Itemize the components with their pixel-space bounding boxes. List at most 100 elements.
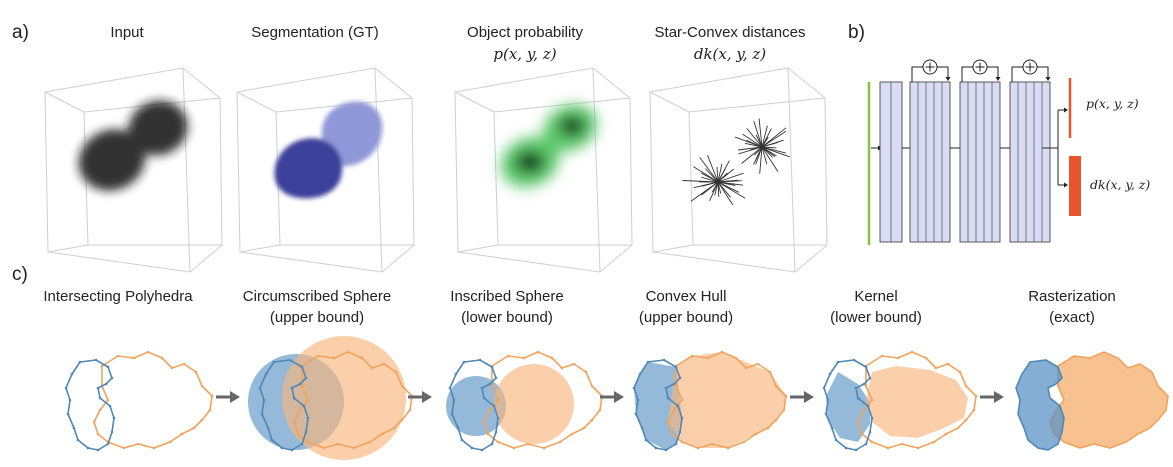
ray [693,181,719,189]
vertex [756,362,760,366]
arrow-head-4 [804,391,814,403]
vertex [122,446,126,450]
vertex [262,398,266,402]
vertex [674,365,678,369]
vertex [288,358,292,362]
vertex [300,384,304,388]
vertex [830,426,834,430]
panel-label-b: b) [848,22,865,43]
vertex [944,432,948,436]
vertex [584,370,588,374]
vertex [636,398,640,402]
vertex [152,446,156,450]
vertex [964,418,968,422]
vertex [192,426,196,430]
ray [761,136,769,148]
vertex [492,404,496,408]
vertex [856,396,860,400]
vertex [460,438,464,442]
vertex [864,365,868,369]
hull-orange [668,352,786,448]
vertex [496,398,500,402]
vertex [292,420,296,424]
vertex [666,396,670,400]
vertex [852,358,856,362]
vertex [482,396,486,400]
circum-sphere-orange [282,336,406,460]
star-convex-rays [682,118,790,206]
vertex [94,358,98,362]
vertex [448,386,452,390]
insc-sphere-orange [494,364,574,444]
vertex [64,386,68,390]
vertex [290,386,294,390]
step-title-3: Inscribed Sphere [450,288,564,305]
ray [717,181,746,199]
ray [717,181,720,198]
arrow-head-3 [614,391,624,403]
vertex [168,440,172,444]
vertex [720,350,724,354]
vertex [774,384,778,388]
vertex [300,365,304,369]
vertex [200,384,204,388]
vertex [710,442,714,446]
vertex [946,362,950,366]
vertex [662,358,666,362]
vertex [488,408,492,412]
vertex [654,446,658,450]
vertex [972,408,976,412]
ray [717,181,734,206]
vertex [292,396,296,400]
poly-blue-4 [633,359,683,451]
vertex [480,448,484,452]
ray [759,146,763,174]
poly-blue-5 [823,359,873,451]
vertex [290,448,294,452]
vertex [690,354,694,358]
vertex [512,446,516,450]
vertex [454,372,458,376]
vertex [744,366,748,370]
output-dist-bar [1069,156,1081,216]
vertex [304,376,308,380]
vertex [934,366,938,370]
vertex [910,350,914,354]
title-segmentation: Segmentation (GT) [251,24,379,41]
vertex [590,384,594,388]
step-subtitle-5: (lower bound) [830,309,922,326]
vertex [782,408,786,412]
ray [758,118,763,148]
ray [682,180,719,183]
ray [711,181,719,193]
ray [761,130,787,148]
ray [717,163,723,183]
ray [761,146,777,149]
vertex [136,442,140,446]
vertex [590,418,594,422]
vertex [470,446,474,450]
vertex [828,372,832,376]
vertex [870,398,874,402]
step-subtitle-6: (exact) [1049,309,1095,326]
vertex [336,442,340,446]
vertex [678,376,682,380]
vertex [680,416,684,420]
vertex [680,440,684,444]
vertex [200,418,204,422]
vertex [822,386,826,390]
vertex [96,448,100,452]
vertex [854,448,858,452]
vertex [106,398,110,402]
vertex [146,350,150,354]
raster-orange [1049,351,1169,449]
ray [753,120,763,148]
vertex [264,372,268,376]
vertex [494,376,498,380]
vertex [72,426,76,430]
vertex [194,370,198,374]
vertex [598,408,602,412]
vertex [664,386,668,390]
vertex [496,440,500,444]
ray [761,146,774,158]
